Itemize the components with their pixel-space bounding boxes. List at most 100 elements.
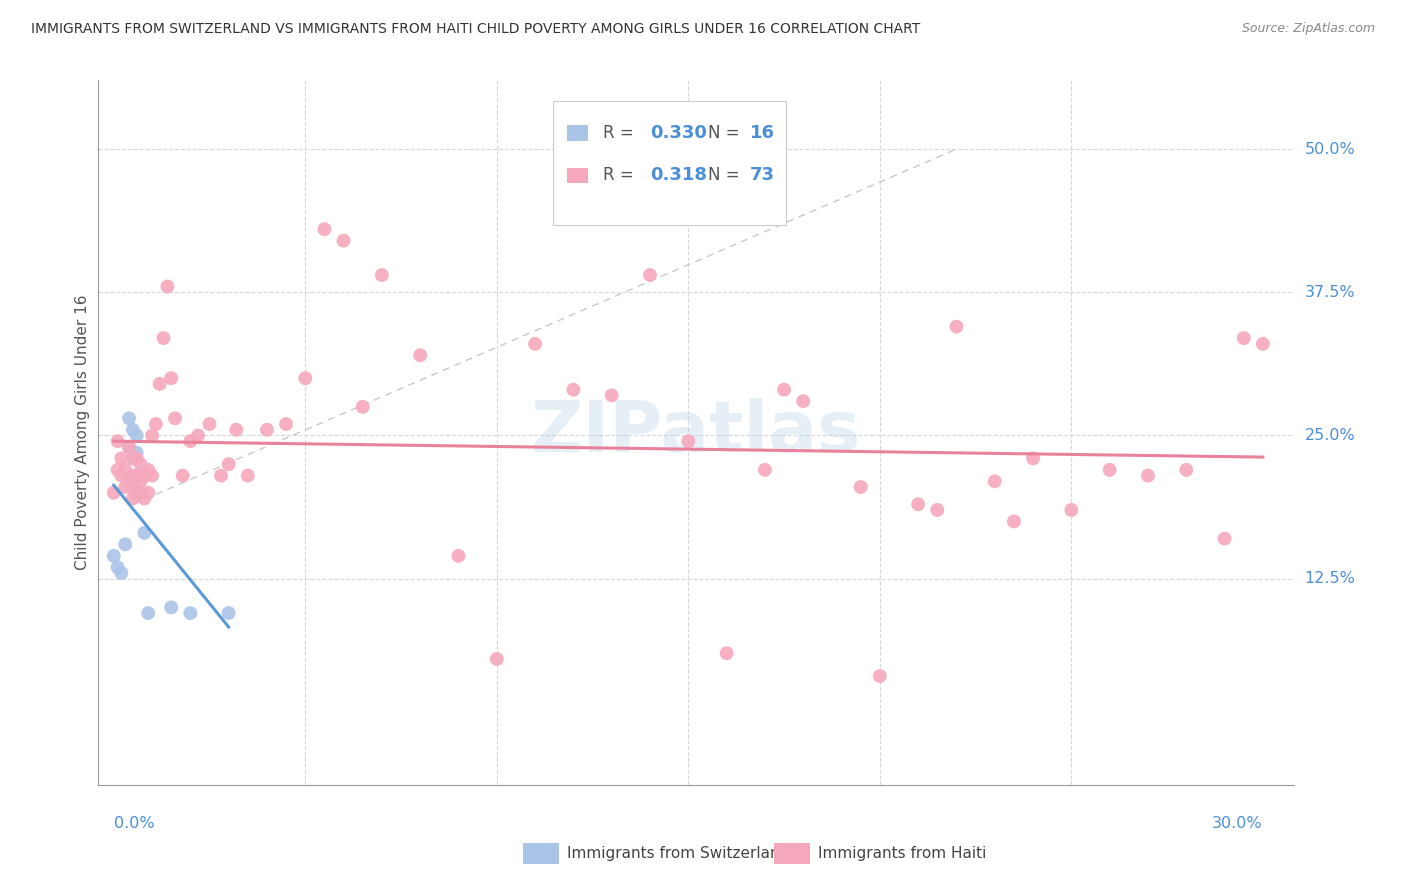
Point <box>125 468 148 483</box>
Point <box>179 434 201 449</box>
Point <box>110 566 132 580</box>
Text: 0.0%: 0.0% <box>114 815 155 830</box>
Point <box>141 428 163 442</box>
Point <box>1175 463 1198 477</box>
FancyBboxPatch shape <box>567 168 588 183</box>
Point <box>160 371 183 385</box>
Point <box>107 560 129 574</box>
Text: Source: ZipAtlas.com: Source: ZipAtlas.com <box>1241 22 1375 36</box>
Point <box>1022 451 1045 466</box>
Point <box>136 606 159 620</box>
Point <box>352 400 374 414</box>
Text: ZIPatlas: ZIPatlas <box>531 398 860 467</box>
Point <box>1251 336 1274 351</box>
Point <box>371 268 394 282</box>
Y-axis label: Child Poverty Among Girls Under 16: Child Poverty Among Girls Under 16 <box>75 295 90 570</box>
Point <box>773 383 796 397</box>
Point <box>1002 515 1025 529</box>
Point <box>114 537 136 551</box>
Point <box>179 606 201 620</box>
Point <box>125 428 148 442</box>
Text: Immigrants from Switzerland: Immigrants from Switzerland <box>567 846 789 861</box>
Point <box>209 468 232 483</box>
Point <box>907 497 929 511</box>
Point <box>236 468 259 483</box>
Point <box>294 371 316 385</box>
Point <box>152 331 174 345</box>
Point <box>1098 463 1121 477</box>
Point <box>600 388 623 402</box>
Point <box>1136 468 1159 483</box>
Point <box>125 445 148 459</box>
Point <box>118 411 141 425</box>
Point <box>160 600 183 615</box>
Text: R =: R = <box>603 124 638 142</box>
Text: N =: N = <box>709 167 745 185</box>
Text: 25.0%: 25.0% <box>1305 428 1355 443</box>
Point <box>524 336 547 351</box>
Point <box>134 491 156 506</box>
Point <box>218 606 240 620</box>
Text: 50.0%: 50.0% <box>1305 142 1355 156</box>
Point <box>562 383 585 397</box>
Point <box>409 348 432 362</box>
Point <box>1233 331 1256 345</box>
Point <box>107 463 129 477</box>
Point <box>1213 532 1236 546</box>
Point <box>1060 503 1083 517</box>
Point <box>129 485 152 500</box>
Text: 0.318: 0.318 <box>651 167 707 185</box>
Text: Immigrants from Haiti: Immigrants from Haiti <box>818 846 986 861</box>
Point <box>485 652 508 666</box>
Point <box>134 468 156 483</box>
Point <box>129 457 152 471</box>
Point <box>678 434 700 449</box>
Point <box>114 480 136 494</box>
Point <box>118 475 141 489</box>
Point <box>945 319 967 334</box>
Point <box>156 279 179 293</box>
Point <box>118 440 141 454</box>
Point <box>869 669 891 683</box>
Text: 12.5%: 12.5% <box>1305 571 1355 586</box>
Text: 73: 73 <box>749 167 775 185</box>
Point <box>118 440 141 454</box>
Point <box>218 457 240 471</box>
Point <box>716 646 738 660</box>
Point <box>107 434 129 449</box>
Point <box>225 423 247 437</box>
Point <box>122 491 145 506</box>
Point <box>792 394 814 409</box>
Point <box>849 480 872 494</box>
FancyBboxPatch shape <box>523 843 558 863</box>
Point <box>122 451 145 466</box>
Point <box>198 417 221 431</box>
Point <box>103 485 125 500</box>
FancyBboxPatch shape <box>773 843 810 863</box>
Point <box>927 503 949 517</box>
Point <box>145 417 167 431</box>
Point <box>256 423 278 437</box>
Point <box>134 525 156 540</box>
Point <box>163 411 186 425</box>
Point <box>638 268 661 282</box>
Point <box>129 485 152 500</box>
Text: N =: N = <box>709 124 745 142</box>
Point <box>129 475 152 489</box>
Point <box>754 463 776 477</box>
Point <box>187 428 209 442</box>
Point <box>122 468 145 483</box>
FancyBboxPatch shape <box>567 126 588 141</box>
Point <box>136 463 159 477</box>
Point <box>114 463 136 477</box>
Text: IMMIGRANTS FROM SWITZERLAND VS IMMIGRANTS FROM HAITI CHILD POVERTY AMONG GIRLS U: IMMIGRANTS FROM SWITZERLAND VS IMMIGRANT… <box>31 22 920 37</box>
Point <box>149 376 172 391</box>
Text: 37.5%: 37.5% <box>1305 285 1355 300</box>
Point <box>984 475 1007 489</box>
Point <box>136 485 159 500</box>
Text: R =: R = <box>603 167 638 185</box>
Point <box>125 485 148 500</box>
Point <box>172 468 194 483</box>
Text: 0.330: 0.330 <box>651 124 707 142</box>
Point <box>122 423 145 437</box>
